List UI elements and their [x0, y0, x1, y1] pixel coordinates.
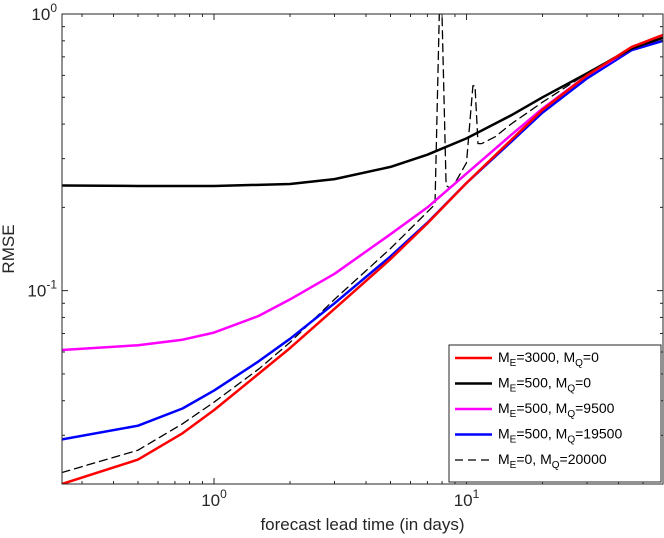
x-tick-label: 100 — [201, 487, 227, 510]
legend-entry: ME=500, MQ=0 — [455, 375, 591, 395]
y-tick-label: 10-1 — [27, 278, 57, 301]
legend-label: ME=500, MQ=0 — [498, 375, 591, 395]
legend-box — [448, 344, 662, 483]
series-line-1 — [62, 36, 663, 188]
legend-label: ME=500, MQ=19500 — [498, 426, 622, 446]
legend-entry: ME=3000, MQ=0 — [455, 349, 599, 369]
legend-label: ME=500, MQ=9500 — [498, 400, 615, 420]
legend-label: ME=0, MQ=20000 — [498, 451, 607, 471]
y-axis-label: RMSE — [0, 224, 18, 273]
legend-entries: ME=3000, MQ=0 ME=500, MQ=0 ME=500, MQ=9500… — [455, 349, 622, 471]
legend-label: ME=3000, MQ=0 — [498, 349, 599, 369]
y-tick-label: 100 — [31, 1, 57, 24]
series-layer — [62, 14, 663, 484]
legend-entry: ME=0, MQ=20000 — [455, 451, 607, 471]
legend-entry: ME=500, MQ=19500 — [455, 426, 622, 446]
plot-frame — [61, 13, 664, 485]
legend: ME=3000, MQ=0 ME=500, MQ=0 ME=500, MQ=9500… — [448, 344, 662, 483]
x-tick-label: 101 — [454, 487, 480, 510]
series-line-3 — [62, 39, 663, 441]
series-line-0 — [62, 33, 663, 484]
legend-entry: ME=500, MQ=9500 — [455, 400, 615, 420]
x-axis-label: forecast lead time (in days) — [260, 515, 464, 534]
